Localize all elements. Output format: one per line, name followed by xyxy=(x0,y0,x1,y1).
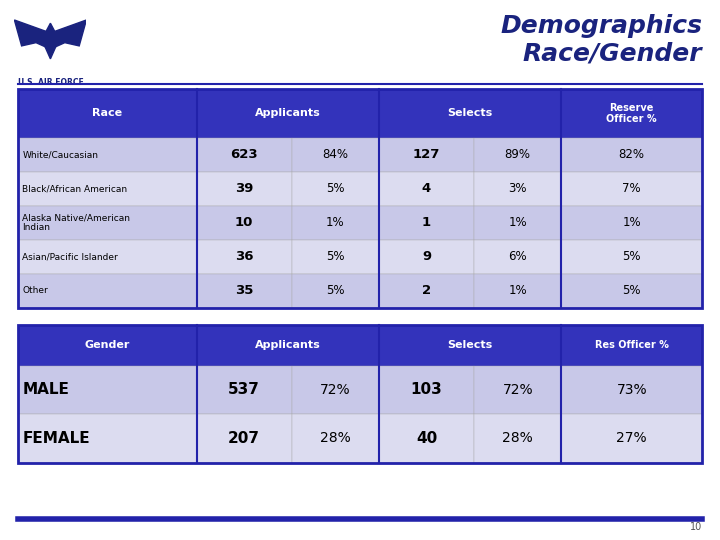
Text: FEMALE: FEMALE xyxy=(22,431,90,446)
Text: Selects: Selects xyxy=(448,340,492,350)
Text: Reserve
Officer %: Reserve Officer % xyxy=(606,103,657,124)
Text: 27%: 27% xyxy=(616,431,647,446)
Text: 4: 4 xyxy=(422,182,431,195)
Text: 84%: 84% xyxy=(323,148,348,161)
Text: 10: 10 xyxy=(690,522,702,532)
Text: 1%: 1% xyxy=(508,284,527,298)
Text: Other: Other xyxy=(22,286,48,295)
Text: 1%: 1% xyxy=(622,216,641,229)
Text: 89%: 89% xyxy=(505,148,531,161)
Text: 35: 35 xyxy=(235,284,253,298)
Text: 623: 623 xyxy=(230,148,258,161)
Text: Asian/Pacific Islander: Asian/Pacific Islander xyxy=(22,252,118,261)
Text: 127: 127 xyxy=(413,148,440,161)
Text: 103: 103 xyxy=(410,382,442,397)
Text: 5%: 5% xyxy=(623,284,641,298)
Text: Gender: Gender xyxy=(85,340,130,350)
Text: U.S. AIR FORCE: U.S. AIR FORCE xyxy=(18,78,84,87)
Text: 82%: 82% xyxy=(618,148,644,161)
Text: Black/African American: Black/African American xyxy=(22,184,127,193)
Text: Demographics
Race/Gender: Demographics Race/Gender xyxy=(500,14,702,65)
Polygon shape xyxy=(14,20,50,49)
Text: 5%: 5% xyxy=(326,284,345,298)
Text: 1%: 1% xyxy=(326,216,345,229)
Text: Selects: Selects xyxy=(448,109,492,118)
Text: 5%: 5% xyxy=(326,250,345,264)
Text: 6%: 6% xyxy=(508,250,527,264)
Text: 1%: 1% xyxy=(508,216,527,229)
Text: 9: 9 xyxy=(422,250,431,264)
Text: 72%: 72% xyxy=(320,383,351,397)
Text: 36: 36 xyxy=(235,250,253,264)
Text: 1: 1 xyxy=(422,216,431,229)
Text: Alaska Native/American
Indian: Alaska Native/American Indian xyxy=(22,213,130,232)
Text: White/Caucasian: White/Caucasian xyxy=(22,150,99,159)
Text: 28%: 28% xyxy=(320,431,351,446)
Text: 5%: 5% xyxy=(326,182,345,195)
Text: 39: 39 xyxy=(235,182,253,195)
Text: Res Officer %: Res Officer % xyxy=(595,340,669,350)
Text: Race: Race xyxy=(92,109,122,118)
Text: 10: 10 xyxy=(235,216,253,229)
Polygon shape xyxy=(42,23,59,59)
Polygon shape xyxy=(50,20,86,49)
Text: 72%: 72% xyxy=(503,383,533,397)
Text: 2: 2 xyxy=(422,284,431,298)
Text: 5%: 5% xyxy=(623,250,641,264)
Text: 207: 207 xyxy=(228,431,260,446)
Text: 537: 537 xyxy=(228,382,260,397)
Text: 40: 40 xyxy=(416,431,437,446)
Text: 73%: 73% xyxy=(616,383,647,397)
Text: MALE: MALE xyxy=(22,382,69,397)
Text: Applicants: Applicants xyxy=(255,340,320,350)
Text: 28%: 28% xyxy=(503,431,533,446)
Text: 3%: 3% xyxy=(508,182,527,195)
Text: 7%: 7% xyxy=(622,182,641,195)
Text: Applicants: Applicants xyxy=(255,109,320,118)
